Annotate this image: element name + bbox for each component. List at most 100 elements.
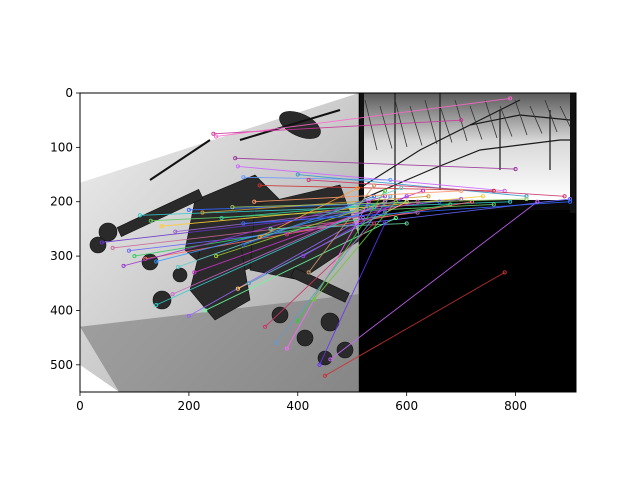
keypoint-18-right <box>448 202 453 207</box>
keypoint-4-right <box>388 177 393 183</box>
y-axis: 0 100 200 300 400 500 <box>50 86 80 372</box>
keypoint-9-right <box>491 202 496 207</box>
keypoint-46-left <box>252 199 257 204</box>
x-tick-label: 600 <box>395 399 418 413</box>
match-line-43 <box>324 272 505 377</box>
keypoint-6-left <box>295 172 300 177</box>
keypoint-9-left <box>148 218 153 223</box>
keypoint-46-right <box>459 188 464 193</box>
y-tick-label: 500 <box>50 358 73 372</box>
keypoint-42-left <box>317 362 322 367</box>
match-line-31 <box>188 217 364 317</box>
keypoint-41-right <box>393 199 398 204</box>
keypoint-8-right <box>508 199 513 204</box>
match-line-41 <box>313 201 397 300</box>
match-line-7 <box>308 179 565 197</box>
keypoint-34-left <box>246 281 251 286</box>
keypoint-2-right <box>513 167 518 172</box>
keypoint-17-left <box>126 248 132 253</box>
keypoint-33-right <box>404 199 409 204</box>
match-line-42 <box>319 223 386 366</box>
keypoint-22-left <box>175 264 181 270</box>
match-line-11 <box>175 198 462 233</box>
keypoint-47-right <box>524 196 529 202</box>
keypoint-35-left <box>263 324 268 329</box>
keypoint-41-left <box>312 297 317 302</box>
keypoint-1-right <box>508 96 513 101</box>
x-tick-label: 400 <box>286 399 309 413</box>
x-tick-label: 200 <box>177 399 200 413</box>
match-line-47 <box>232 198 527 208</box>
keypoint-12-left <box>186 207 191 212</box>
keypoint-13-right <box>426 194 431 199</box>
match-line-12 <box>188 201 440 211</box>
match-line-39 <box>303 195 407 257</box>
keypoint-25-right <box>371 194 377 199</box>
y-tick-label: 0 <box>65 86 73 100</box>
keypoint-10-left <box>159 224 164 229</box>
keypoint-38-right <box>382 188 387 193</box>
keypoint-26-right <box>355 186 360 191</box>
match-line-44 <box>330 201 538 360</box>
keypoint-24-left <box>214 254 219 259</box>
right-image <box>358 93 576 392</box>
keypoint-44-right <box>535 199 540 204</box>
match-line-25 <box>243 195 375 246</box>
keypoint-45-left <box>241 221 246 226</box>
keypoint-25-left <box>241 243 246 248</box>
x-axis: 0 200 400 600 800 <box>76 392 527 413</box>
keypoint-43-left <box>322 373 328 378</box>
keypoint-27-right <box>404 221 409 226</box>
match-line-23 <box>194 190 424 273</box>
keypoint-5-right <box>491 188 496 193</box>
keypoint-1-left <box>214 134 219 139</box>
keypoint-32-right <box>393 215 398 221</box>
keypoint-42-right <box>382 221 387 226</box>
keypoint-10-right <box>480 194 485 199</box>
keypoint-31-right <box>361 215 366 221</box>
keypoint-20-left <box>121 263 126 268</box>
keypoint-2-left <box>233 156 238 161</box>
keypoint-17-right <box>567 196 573 202</box>
keypoint-7-right <box>562 194 567 199</box>
match-line-20 <box>123 195 386 267</box>
y-tick-label: 300 <box>50 249 73 263</box>
keypoint-15-left <box>99 240 104 245</box>
keypoint-45-right <box>567 199 573 204</box>
match-line-4 <box>243 176 391 181</box>
keypoint-3-left <box>235 164 240 169</box>
keypoint-5-left <box>257 183 262 188</box>
match-line-1 <box>216 97 511 137</box>
x-tick-label: 0 <box>76 399 84 413</box>
keypoint-39-right <box>404 194 409 199</box>
x-tick-label: 800 <box>504 399 527 413</box>
keypoint-7-left <box>306 177 311 183</box>
y-tick-label: 200 <box>50 195 73 209</box>
keypoint-38-left <box>295 319 300 324</box>
keypoint-21-left <box>154 259 159 264</box>
keypoint-30-left <box>170 292 175 297</box>
keypoint-18-left <box>132 254 137 259</box>
keypoint-40-left <box>306 270 311 275</box>
keypoint-39-left <box>301 254 306 259</box>
keypoint-31-left <box>186 313 191 318</box>
keypoint-0-right <box>459 118 464 123</box>
keypoint-40-right <box>371 183 377 188</box>
keypoint-6-right <box>524 194 529 199</box>
match-line-29 <box>156 206 375 306</box>
match-line-2 <box>235 157 516 170</box>
keypoint-4-left <box>241 175 246 180</box>
keypoint-32-left <box>203 308 208 313</box>
match-line-45 <box>243 201 571 224</box>
keypoint-28-left <box>284 232 289 237</box>
match-line-5 <box>259 184 494 192</box>
keypoint-16-left <box>110 245 115 250</box>
match-line-30 <box>172 201 386 295</box>
keypoint-8-left <box>137 213 142 218</box>
keypoint-27-left <box>268 226 273 231</box>
keypoint-13-left <box>200 210 205 215</box>
match-line-21 <box>156 206 369 262</box>
keypoint-14-left <box>219 215 224 221</box>
